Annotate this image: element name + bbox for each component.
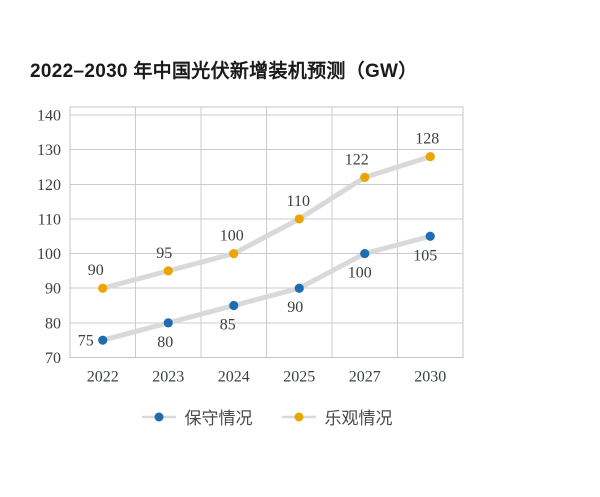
data-point-label: 75 bbox=[78, 333, 94, 350]
data-point-label: 105 bbox=[413, 247, 437, 264]
data-point-marker bbox=[360, 248, 370, 259]
y-tick-label: 100 bbox=[37, 246, 61, 263]
data-point-label: 122 bbox=[345, 151, 369, 168]
data-point-marker bbox=[294, 283, 304, 293]
conservative-line-marker-icon bbox=[141, 412, 176, 421]
y-tick-label: 110 bbox=[38, 211, 61, 228]
x-tick-label: 2027 bbox=[349, 369, 381, 386]
y-tick-label: 90 bbox=[45, 281, 61, 298]
data-point-label: 95 bbox=[156, 245, 172, 262]
series-line bbox=[100, 233, 433, 343]
legend-item-conservative: 保守情况 bbox=[141, 404, 253, 429]
x-tick-label: 2024 bbox=[218, 369, 250, 386]
x-tick-label: 2030 bbox=[414, 369, 446, 386]
y-tick-label: 80 bbox=[45, 315, 61, 332]
data-point-label: 85 bbox=[220, 317, 236, 334]
y-tick-label: 130 bbox=[37, 142, 61, 159]
data-point-marker bbox=[98, 335, 108, 345]
y-tick-label: 140 bbox=[37, 108, 61, 125]
data-point-marker bbox=[229, 300, 239, 311]
plot-frame bbox=[69, 106, 464, 358]
data-point-marker bbox=[425, 151, 435, 162]
x-tick-label: 2022 bbox=[87, 369, 119, 386]
data-point-marker bbox=[294, 214, 304, 224]
data-point-marker bbox=[229, 248, 239, 259]
data-point-label: 80 bbox=[157, 334, 173, 351]
optimistic-line-marker-icon bbox=[281, 412, 316, 421]
data-point-marker bbox=[360, 172, 370, 182]
chart-legend: 保守情况 乐观情况 bbox=[70, 404, 463, 429]
chart-title: 2022–2030 年中国光伏新增装机预测（GW） bbox=[30, 61, 418, 82]
legend-item-optimistic: 乐观情况 bbox=[281, 404, 393, 429]
legend-label-conservative: 保守情况 bbox=[184, 409, 253, 428]
data-point-marker bbox=[163, 318, 173, 328]
data-point-marker bbox=[163, 266, 173, 276]
data-point-label: 100 bbox=[348, 265, 372, 282]
x-tick-label: 2025 bbox=[283, 369, 315, 386]
y-tick-label: 120 bbox=[37, 177, 61, 194]
data-point-label: 90 bbox=[88, 262, 104, 279]
data-point-label: 110 bbox=[287, 193, 310, 210]
data-point-label: 128 bbox=[415, 131, 439, 148]
data-point-marker bbox=[98, 283, 108, 293]
legend-label-optimistic: 乐观情况 bbox=[324, 409, 393, 428]
data-point-label: 90 bbox=[287, 299, 303, 316]
data-point-marker bbox=[425, 231, 435, 241]
y-tick-label: 70 bbox=[45, 350, 61, 367]
x-tick-label: 2023 bbox=[152, 369, 184, 386]
series-line bbox=[100, 154, 433, 291]
data-point-label: 100 bbox=[220, 228, 244, 245]
